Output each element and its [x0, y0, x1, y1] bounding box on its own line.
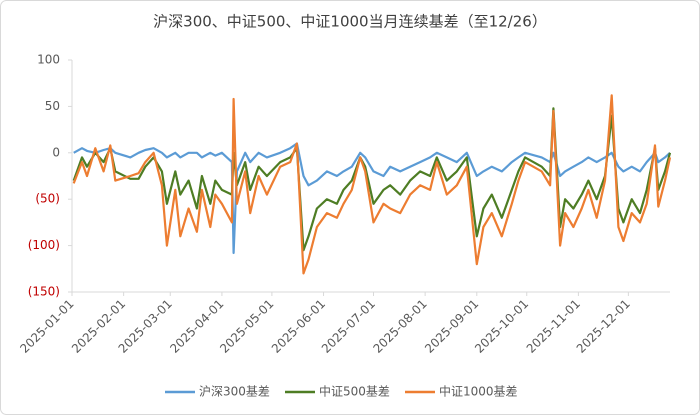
legend-label: 沪深300基差 — [199, 385, 270, 399]
legend-label: 中证500基差 — [319, 384, 390, 399]
series-line — [73, 142, 671, 255]
y-tick-label: 100 — [37, 53, 60, 67]
legend-label: 中证1000基差 — [439, 384, 518, 399]
y-tick-label: (150) — [28, 285, 60, 299]
y-tick-label: 50 — [45, 99, 60, 113]
y-tick-label: 0 — [52, 145, 60, 159]
series-line — [72, 94, 672, 275]
y-tick-label: (100) — [28, 238, 60, 252]
y-tick-label: (50) — [35, 192, 60, 206]
chart-title: 沪深300、中证500、中证1000当月连续基差（至12/26） — [153, 13, 547, 31]
